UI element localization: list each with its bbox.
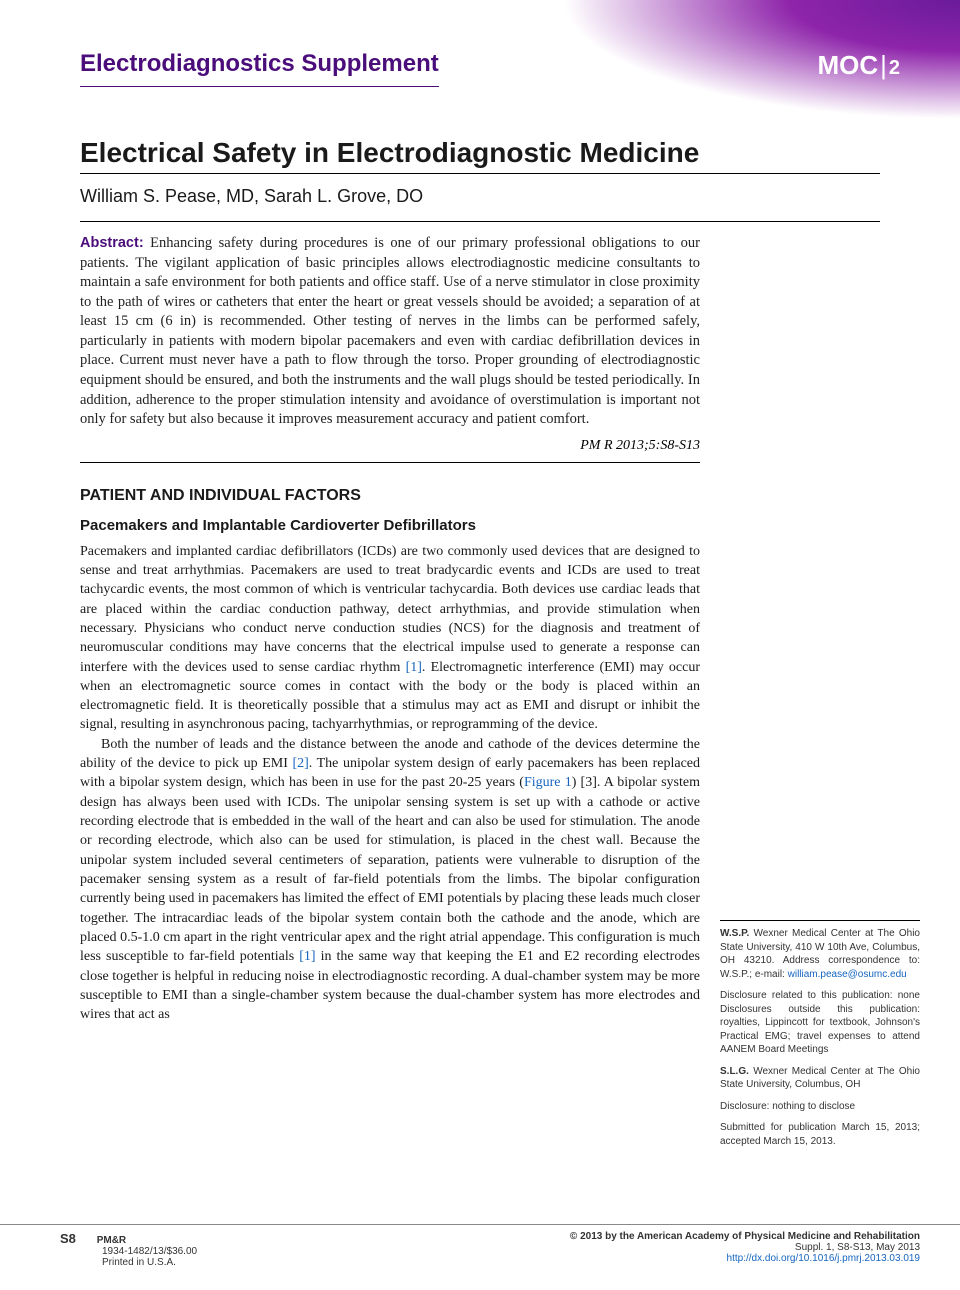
para2-text-c: ) [3]. A bipolar system design has alway… bbox=[80, 775, 700, 964]
citation: PM R 2013;5:S8-S13 bbox=[80, 438, 700, 463]
copyright: © 2013 by the American Academy of Physic… bbox=[570, 1231, 920, 1242]
moc-number: 2 bbox=[889, 57, 900, 79]
body-paragraph-1: Pacemakers and implanted cardiac defibri… bbox=[80, 542, 700, 735]
author-wsp-block: W.S.P. Wexner Medical Center at The Ohio… bbox=[720, 927, 920, 981]
figure-link-1[interactable]: Figure 1 bbox=[524, 775, 572, 790]
reference-link-1[interactable]: [1] bbox=[406, 660, 422, 675]
author-wsp-initials: W.S.P. bbox=[720, 928, 749, 939]
footer-row: S8 PM&R 1934-1482/13/$36.00 Printed in U… bbox=[60, 1225, 920, 1268]
printed-in: Printed in U.S.A. bbox=[102, 1257, 197, 1268]
section-heading-1: PATIENT AND INDIVIDUAL FACTORS bbox=[80, 487, 700, 505]
page-header: Electrodiagnostics Supplement bbox=[0, 0, 960, 87]
doi-link[interactable]: http://dx.doi.org/10.1016/j.pmrj.2013.03… bbox=[727, 1253, 920, 1264]
section-heading-2: Pacemakers and Implantable Cardioverter … bbox=[80, 517, 700, 534]
supplement-info: Suppl. 1, S8-S13, May 2013 bbox=[570, 1242, 920, 1253]
submission-dates: Submitted for publication March 15, 2013… bbox=[720, 1121, 920, 1148]
abstract: Abstract: Enhancing safety during proced… bbox=[80, 234, 700, 430]
issn-price: 1934-1482/13/$36.00 bbox=[102, 1246, 197, 1257]
author-slg-affiliation: Wexner Medical Center at The Ohio State … bbox=[720, 1066, 920, 1091]
moc-divider: | bbox=[880, 50, 887, 80]
abstract-label: Abstract: bbox=[80, 235, 144, 251]
authors: William S. Pease, MD, Sarah L. Grove, DO bbox=[80, 186, 880, 222]
author-slg-initials: S.L.G. bbox=[720, 1066, 749, 1077]
footer-right: © 2013 by the American Academy of Physic… bbox=[570, 1231, 920, 1268]
author-slg-disclosure: Disclosure: nothing to disclose bbox=[720, 1100, 920, 1114]
author-slg-block: S.L.G. Wexner Medical Center at The Ohio… bbox=[720, 1065, 920, 1092]
abstract-text: Enhancing safety during procedures is on… bbox=[80, 235, 700, 427]
supplement-title: Electrodiagnostics Supplement bbox=[80, 50, 439, 87]
page-number: S8 bbox=[60, 1231, 76, 1246]
journal-abbrev: PM&R bbox=[97, 1235, 126, 1246]
body-paragraph-2: Both the number of leads and the distanc… bbox=[80, 735, 700, 1025]
para1-text-a: Pacemakers and implanted cardiac defibri… bbox=[80, 544, 700, 675]
author-info-sidebar: W.S.P. Wexner Medical Center at The Ohio… bbox=[720, 920, 920, 1156]
author-wsp-email[interactable]: william.pease@osumc.edu bbox=[788, 969, 907, 980]
article-title: Electrical Safety in Electrodiagnostic M… bbox=[80, 137, 880, 174]
footer-left: S8 PM&R 1934-1482/13/$36.00 Printed in U… bbox=[60, 1231, 197, 1268]
reference-link-2[interactable]: [2] bbox=[292, 756, 308, 771]
moc-label: MOC bbox=[817, 50, 878, 80]
reference-link-1b[interactable]: [1] bbox=[299, 949, 315, 964]
moc-badge: MOC|2 bbox=[817, 50, 900, 81]
author-wsp-disclosure: Disclosure related to this publication: … bbox=[720, 989, 920, 1057]
page-footer: S8 PM&R 1934-1482/13/$36.00 Printed in U… bbox=[0, 1224, 960, 1268]
